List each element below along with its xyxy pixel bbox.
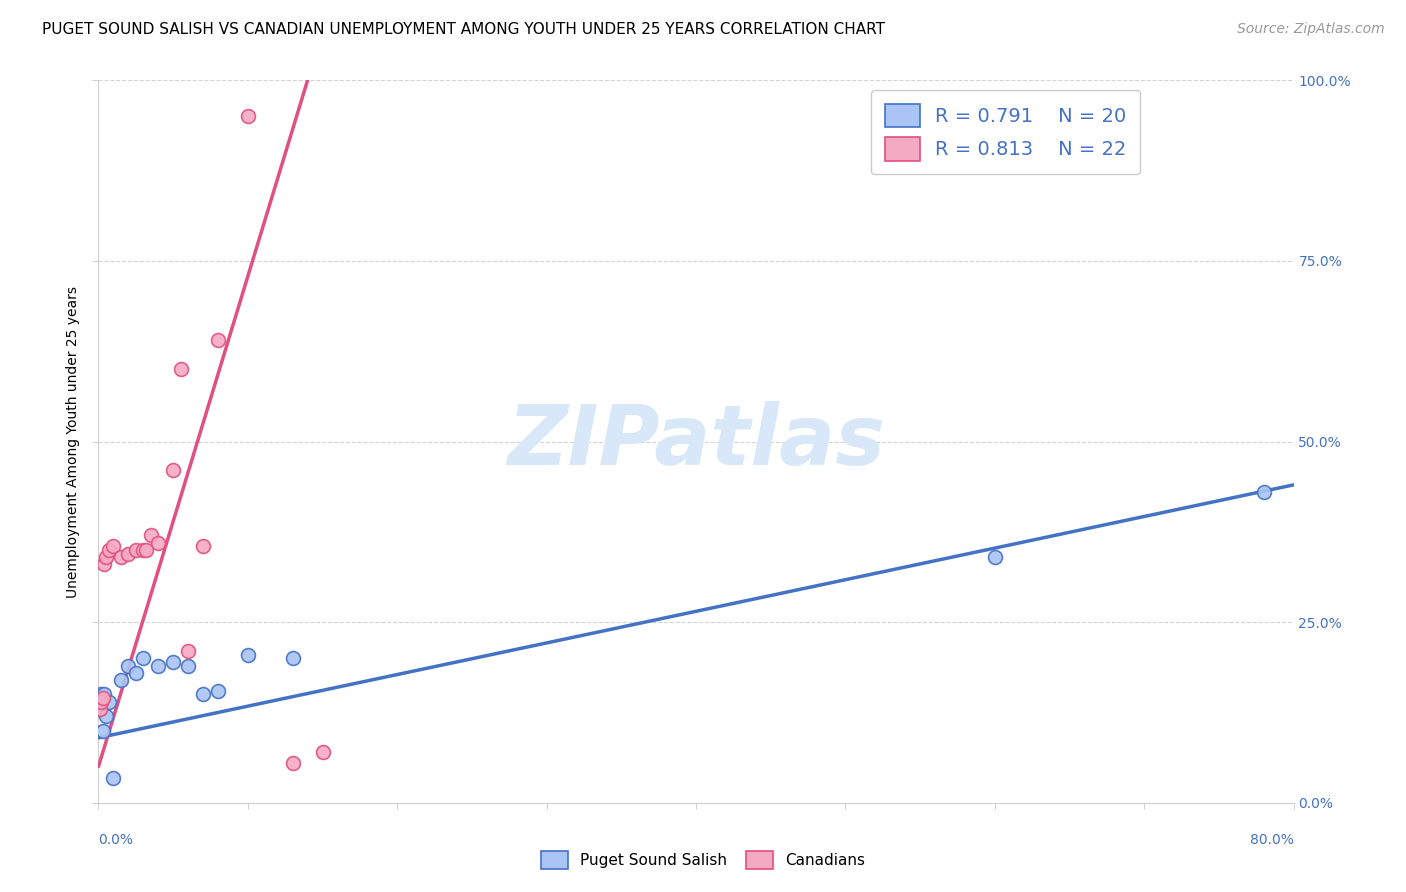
Point bbox=[93, 558, 115, 572]
Point bbox=[94, 550, 117, 565]
Point bbox=[110, 673, 132, 687]
Legend: Puget Sound Salish, Canadians: Puget Sound Salish, Canadians bbox=[534, 845, 872, 875]
Point bbox=[117, 658, 139, 673]
Point bbox=[89, 702, 111, 716]
Text: Source: ZipAtlas.com: Source: ZipAtlas.com bbox=[1237, 22, 1385, 37]
Point bbox=[97, 542, 120, 557]
Point bbox=[125, 665, 148, 680]
Point bbox=[90, 687, 112, 701]
Point bbox=[177, 644, 200, 658]
Text: ZIPatlas: ZIPatlas bbox=[508, 401, 884, 482]
Point bbox=[236, 648, 259, 662]
Point bbox=[132, 542, 155, 557]
Point bbox=[103, 539, 125, 553]
Point bbox=[139, 528, 162, 542]
Point bbox=[1253, 485, 1275, 500]
Point bbox=[984, 550, 1007, 565]
Point bbox=[162, 655, 184, 669]
Point bbox=[93, 687, 115, 701]
Point bbox=[148, 658, 170, 673]
Point bbox=[97, 695, 120, 709]
Y-axis label: Unemployment Among Youth under 25 years: Unemployment Among Youth under 25 years bbox=[66, 285, 80, 598]
Point bbox=[110, 550, 132, 565]
Point bbox=[90, 695, 112, 709]
Point bbox=[117, 547, 139, 561]
Point bbox=[91, 691, 114, 706]
Point bbox=[103, 771, 125, 785]
Point bbox=[135, 542, 157, 557]
Text: 80.0%: 80.0% bbox=[1250, 833, 1294, 847]
Point bbox=[236, 109, 259, 123]
Text: 0.0%: 0.0% bbox=[98, 833, 134, 847]
Point bbox=[94, 709, 117, 723]
Point bbox=[281, 651, 304, 665]
Point bbox=[91, 723, 114, 738]
Point bbox=[125, 542, 148, 557]
Point bbox=[207, 683, 229, 698]
Point bbox=[311, 745, 333, 759]
Text: PUGET SOUND SALISH VS CANADIAN UNEMPLOYMENT AMONG YOUTH UNDER 25 YEARS CORRELATI: PUGET SOUND SALISH VS CANADIAN UNEMPLOYM… bbox=[42, 22, 886, 37]
Point bbox=[207, 334, 229, 348]
Legend: R = 0.791    N = 20, R = 0.813    N = 22: R = 0.791 N = 20, R = 0.813 N = 22 bbox=[872, 90, 1140, 175]
Point bbox=[169, 362, 191, 376]
Point bbox=[89, 702, 111, 716]
Point bbox=[132, 651, 155, 665]
Point bbox=[191, 539, 214, 553]
Point bbox=[177, 658, 200, 673]
Point bbox=[148, 535, 170, 549]
Point bbox=[191, 687, 214, 701]
Point bbox=[281, 756, 304, 770]
Point bbox=[162, 463, 184, 477]
